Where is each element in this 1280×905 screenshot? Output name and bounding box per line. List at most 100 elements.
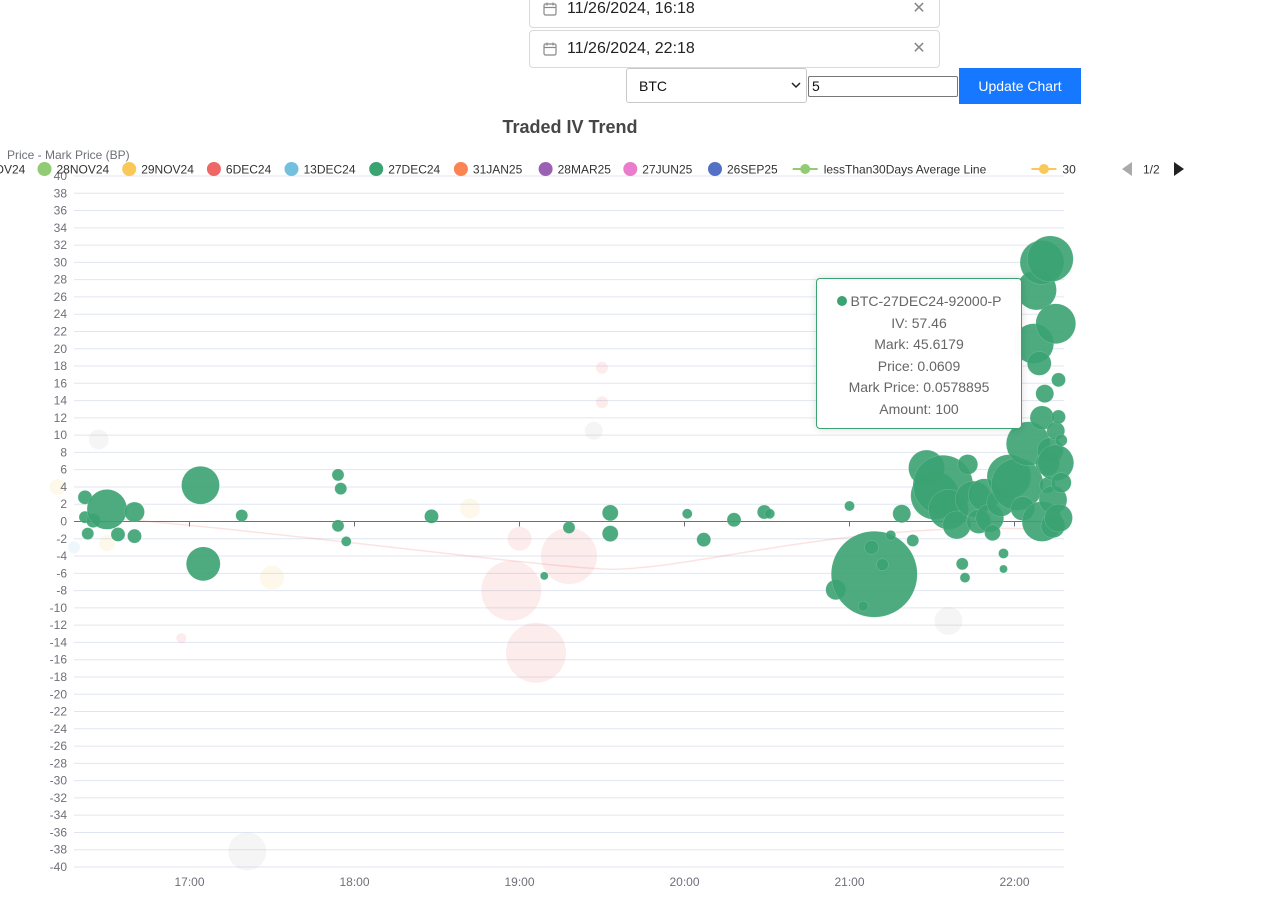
legend-item[interactable]: 13DEC24: [284, 162, 356, 177]
data-point[interactable]: [86, 489, 128, 530]
data-point[interactable]: [1035, 303, 1076, 344]
legend-item[interactable]: 6DEC24: [206, 162, 272, 177]
data-point[interactable]: [696, 532, 711, 547]
data-point[interactable]: [956, 557, 969, 571]
y-axis-label: Price - Mark Price (BP): [7, 148, 130, 162]
faded-series-point: [99, 535, 115, 552]
data-point[interactable]: [331, 468, 345, 482]
data-point[interactable]: [602, 504, 619, 522]
legend-label: 6DEC24: [226, 163, 272, 177]
legend-item[interactable]: 30: [1031, 163, 1076, 177]
currency-select[interactable]: BTC: [626, 68, 807, 103]
legend-label: 31JAN25: [473, 163, 523, 177]
data-point[interactable]: [1027, 235, 1074, 283]
data-point[interactable]: [959, 572, 971, 583]
y-tick-label: -24: [50, 722, 68, 736]
faded-series-point: [88, 429, 109, 450]
data-point[interactable]: [1051, 372, 1066, 388]
data-point[interactable]: [181, 465, 220, 505]
y-tick-label: -14: [50, 635, 68, 649]
data-point[interactable]: [562, 521, 576, 534]
legend-swatch: [538, 162, 553, 176]
data-point[interactable]: [999, 564, 1008, 574]
legend-line-marker: [800, 164, 811, 174]
x-tick-label: 20:00: [669, 875, 699, 889]
update-chart-button[interactable]: Update Chart: [959, 68, 1081, 104]
data-point[interactable]: [764, 508, 775, 519]
legend-label: NOV24: [0, 163, 26, 177]
data-point[interactable]: [602, 525, 619, 542]
data-point[interactable]: [885, 530, 896, 541]
data-points: [77, 235, 1076, 618]
legend-swatch: [623, 162, 638, 176]
data-point[interactable]: [984, 524, 1001, 541]
clear-end-date-icon[interactable]: ✕: [912, 40, 926, 57]
data-point[interactable]: [186, 546, 221, 582]
legend-item[interactable]: 29NOV24: [122, 162, 194, 177]
legend-item[interactable]: 31JAN25: [453, 162, 523, 177]
data-point[interactable]: [1051, 409, 1066, 425]
data-point[interactable]: [876, 558, 889, 571]
data-point[interactable]: [858, 600, 869, 612]
data-point[interactable]: [235, 509, 248, 522]
data-point[interactable]: [1051, 472, 1072, 493]
data-point[interactable]: [1035, 384, 1054, 403]
y-tick-label: -2: [56, 532, 67, 546]
data-point[interactable]: [81, 527, 94, 540]
amount-input[interactable]: 5: [808, 76, 958, 97]
data-point[interactable]: [540, 571, 549, 581]
data-point[interactable]: [957, 454, 978, 475]
legend-label: 30: [1062, 163, 1076, 177]
data-point[interactable]: [1027, 351, 1052, 376]
legend-item[interactable]: 27JUN25: [623, 162, 693, 177]
y-tick-label: 38: [54, 186, 68, 200]
y-tick-label: -40: [50, 860, 68, 874]
data-point[interactable]: [331, 519, 345, 533]
data-point[interactable]: [864, 540, 879, 555]
legend-swatch: [369, 162, 384, 176]
legend-item[interactable]: 26SEP25: [708, 162, 778, 177]
data-point[interactable]: [892, 504, 911, 523]
data-point[interactable]: [1055, 434, 1068, 447]
data-point[interactable]: [334, 482, 347, 495]
data-point[interactable]: [998, 548, 1009, 559]
y-tick-label: -26: [50, 739, 68, 753]
legend-item[interactable]: lessThan30Days Average Line: [792, 163, 987, 177]
data-point[interactable]: [844, 500, 855, 512]
data-point[interactable]: [127, 528, 142, 544]
y-tick-label: 34: [54, 221, 68, 235]
data-point[interactable]: [1044, 503, 1073, 533]
legend-prev-page-icon[interactable]: [1122, 162, 1132, 176]
legend-swatch: [284, 162, 299, 176]
x-tick-label: 19:00: [504, 875, 534, 889]
y-tick-label: 8: [60, 445, 67, 459]
legend-item[interactable]: 28MAR25: [538, 162, 612, 177]
y-tick-label: 20: [54, 342, 68, 356]
data-tooltip: BTC-27DEC24-92000-P IV: 57.46 Mark: 45.6…: [816, 278, 1022, 429]
legend-item[interactable]: 28NOV24: [37, 162, 110, 177]
data-point[interactable]: [124, 501, 145, 523]
data-point[interactable]: [831, 530, 918, 618]
y-tick-label: -12: [50, 618, 68, 632]
data-point[interactable]: [424, 509, 439, 524]
y-tick-label: -18: [50, 670, 68, 684]
clear-start-date-icon[interactable]: ✕: [912, 0, 926, 17]
legend-label: 27JUN25: [642, 163, 692, 177]
data-point[interactable]: [682, 508, 693, 519]
legend-item[interactable]: 27DEC24: [369, 162, 441, 177]
data-point[interactable]: [110, 527, 126, 542]
legend-swatch: [206, 162, 221, 176]
y-tick-label: -20: [50, 687, 68, 701]
legend-next-page-icon[interactable]: [1174, 162, 1184, 176]
legend-label: 26SEP25: [727, 163, 778, 177]
data-point[interactable]: [341, 536, 352, 547]
data-point[interactable]: [726, 512, 742, 528]
legend-swatch: [708, 162, 722, 176]
legend-item[interactable]: NOV24: [0, 163, 26, 177]
data-point[interactable]: [906, 534, 919, 547]
tooltip-amount: Amount: 100: [879, 400, 959, 417]
tooltip-iv: IV: 57.46: [891, 314, 947, 331]
end-date-input[interactable]: 11/26/2024, 22:18 ✕: [529, 30, 940, 68]
start-date-input[interactable]: 11/26/2024, 16:18 ✕: [529, 0, 940, 28]
